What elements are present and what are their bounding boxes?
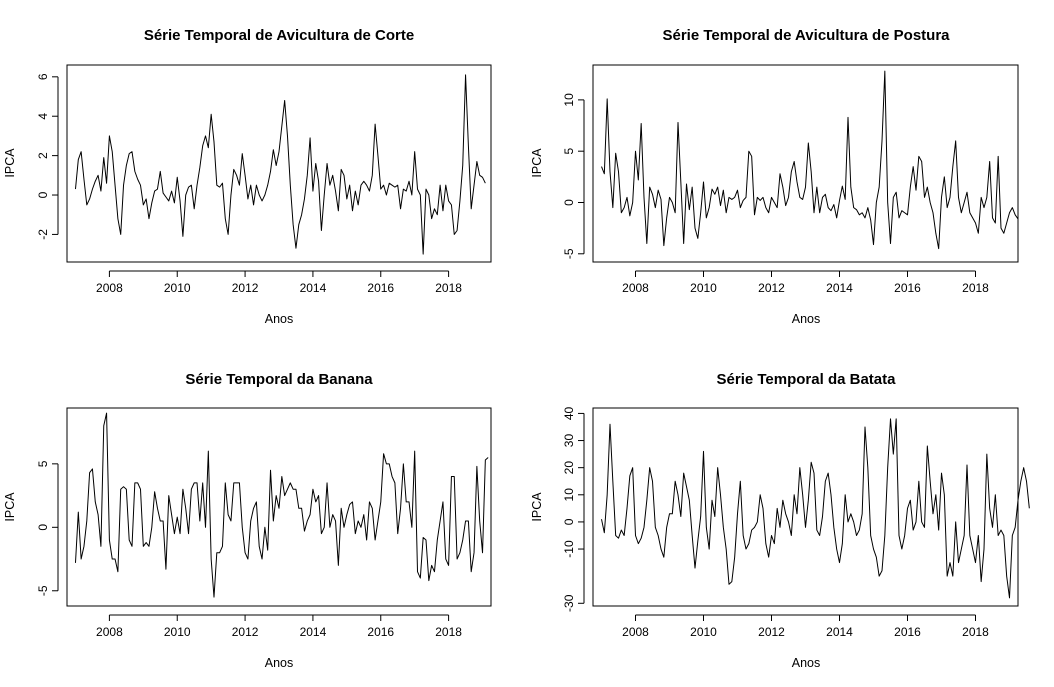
x-tick-label: 2016	[367, 625, 394, 639]
plot-frame	[592, 407, 1019, 607]
y-tick-label: 0	[36, 191, 50, 198]
y-tick-label: 0	[562, 518, 576, 525]
x-tick-label: 2014	[826, 281, 853, 295]
y-tick-label: -5	[36, 585, 50, 596]
x-axis-label: Anos	[792, 656, 821, 670]
y-tick-label: -10	[562, 540, 576, 558]
y-axis-label: IPCA	[530, 492, 544, 522]
x-tick-label: 2012	[232, 625, 259, 639]
x-tick-label: 2008	[622, 281, 649, 295]
x-tick-label: 2014	[300, 625, 327, 639]
x-tick-label: 2010	[690, 281, 717, 295]
y-tick-label: 40	[562, 406, 576, 420]
y-tick-label: 10	[562, 93, 576, 107]
y-tick-label: 5	[562, 148, 576, 155]
y-axis-label: IPCA	[530, 148, 544, 178]
x-tick-label: 2018	[962, 281, 989, 295]
x-tick-label: 2014	[300, 281, 327, 295]
y-tick-label: 0	[36, 524, 50, 531]
series-line	[601, 70, 1019, 250]
y-tick-label: -5	[562, 248, 576, 259]
x-tick-label: 2016	[367, 281, 394, 295]
x-tick-label: 2014	[826, 625, 853, 639]
x-tick-label: 2010	[164, 281, 191, 295]
x-axis-label: Anos	[265, 312, 294, 326]
x-tick-label: 2016	[894, 281, 921, 295]
x-tick-label: 2008	[622, 625, 649, 639]
x-tick-label: 2016	[894, 625, 921, 639]
x-axis-label: Anos	[265, 656, 294, 670]
y-tick-label: 6	[36, 73, 50, 80]
panel-banana: Série Temporal da Banana Anos IPCA 2008 2…	[3, 371, 492, 670]
x-tick-label: 2008	[96, 281, 123, 295]
y-tick-label: 20	[562, 461, 576, 475]
series-line	[74, 74, 486, 255]
panel-avicultura-corte: Série Temporal de Avicultura de Corte An…	[3, 27, 492, 326]
y-tick-label: 0	[562, 199, 576, 206]
panel-avicultura-postura: Série Temporal de Avicultura de Postura …	[530, 27, 1019, 326]
y-tick-label: -30	[562, 594, 576, 612]
chart-title: Série Temporal de Avicultura de Postura	[662, 27, 950, 44]
panel-batata: Série Temporal da Batata Anos IPCA 2008 2…	[530, 371, 1030, 670]
y-axis-label: IPCA	[3, 148, 17, 178]
x-tick-label: 2010	[690, 625, 717, 639]
y-tick-label: -2	[36, 229, 50, 240]
y-tick-label: 10	[562, 488, 576, 502]
x-tick-label: 2012	[758, 625, 785, 639]
x-tick-label: 2018	[962, 625, 989, 639]
x-axis-label: Anos	[792, 312, 821, 326]
y-tick-label: 30	[562, 434, 576, 448]
chart-title: Série Temporal de Avicultura de Corte	[144, 27, 414, 44]
series-line	[601, 418, 1030, 599]
x-tick-label: 2018	[435, 281, 462, 295]
y-tick-label: 2	[36, 152, 50, 159]
x-tick-label: 2008	[96, 625, 123, 639]
plot-frame	[66, 64, 492, 263]
chart-title: Série Temporal da Batata	[717, 371, 897, 388]
series-line	[74, 412, 489, 598]
plot-frame	[592, 64, 1019, 263]
x-tick-label: 2018	[435, 625, 462, 639]
chart-title: Série Temporal da Banana	[185, 371, 373, 388]
y-axis-label: IPCA	[3, 492, 17, 522]
x-tick-label: 2012	[232, 281, 259, 295]
y-tick-label: 5	[36, 460, 50, 467]
x-tick-label: 2010	[164, 625, 191, 639]
y-tick-label: 4	[36, 113, 50, 120]
plot-frame	[66, 407, 492, 607]
x-tick-label: 2012	[758, 281, 785, 295]
